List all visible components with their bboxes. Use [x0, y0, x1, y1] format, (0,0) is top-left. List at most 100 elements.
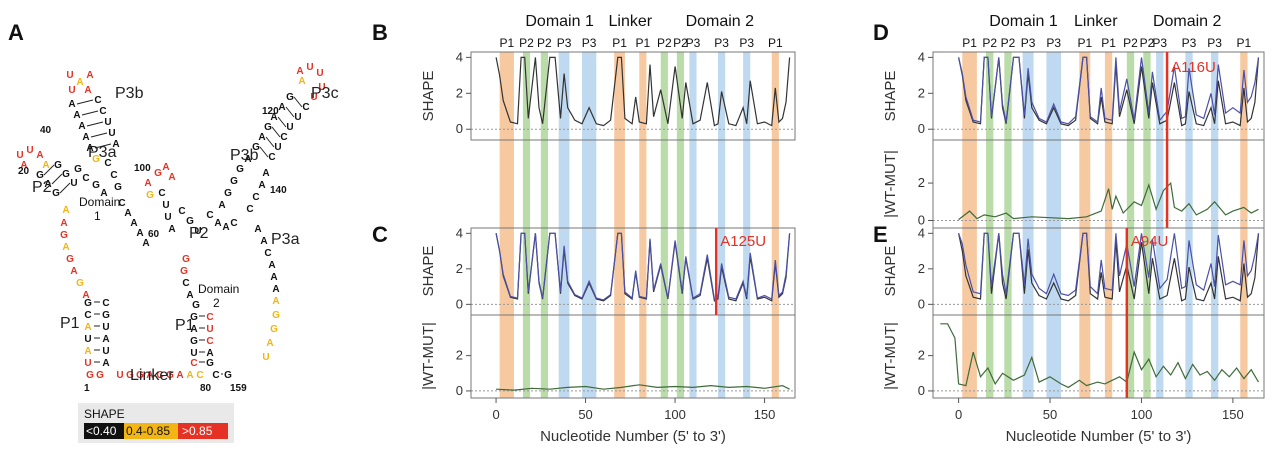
panel-b-frame [470, 51, 796, 141]
nucleotide: C [264, 248, 271, 259]
nucleotide: A [84, 346, 91, 357]
nucleotide: G [270, 324, 278, 335]
nucleotide: A [296, 66, 303, 77]
panel-b-y-tick-label: 2 [456, 85, 463, 100]
nucleotide: A [70, 266, 77, 277]
segment-band-p2 [1004, 52, 1012, 398]
nucleotide: A [190, 324, 197, 335]
region-headers: Domain 1 Linker Domain 2P1 P2 P2 P3 P3 P1 P1 P2 P2… [962, 13, 1251, 50]
nucleotide: G [230, 176, 238, 187]
nucleotide: U [164, 212, 171, 223]
segment-label-p1: P1 [768, 36, 783, 50]
panel-e-bottom-y-tick-label: 0 [918, 383, 925, 398]
label-domain2-line1: Domain [198, 282, 239, 296]
nucleotide: G [92, 154, 100, 165]
nucleotide: A [218, 200, 225, 211]
nucleotide: A [42, 160, 49, 171]
segment-band-p2 [676, 52, 685, 398]
panel-b-y-tick-label: 0 [456, 121, 463, 136]
segment-band-p1 [1079, 52, 1091, 398]
nucleotide: U [310, 92, 317, 103]
segment-label-p3: P3 [582, 36, 597, 50]
panel-e-bottom-y-tick-label: 2 [918, 348, 925, 363]
nucleotide: U [316, 68, 323, 79]
panel-c-bottom-y-tick-label: 2 [456, 348, 463, 363]
base-pair [285, 106, 295, 118]
panel-d-bottom-series-diff [958, 181, 1259, 221]
panel-c-x-axis-label: Nucleotide Number (5' to 3') [540, 428, 726, 445]
nucleotide: U [190, 348, 197, 359]
nucleotide: C [246, 204, 253, 215]
nucleotide: C [102, 298, 109, 309]
nucleotide: A [298, 76, 305, 87]
nucleotide: G [224, 370, 232, 381]
panel-c-top-y-tick-label: 4 [456, 225, 463, 240]
base-pair [76, 99, 94, 105]
panel-letter-c: C [372, 222, 388, 247]
base-pair [51, 173, 63, 185]
nucleotide: U [68, 85, 75, 96]
legend-label-mid: 0.4-0.85 [126, 424, 170, 438]
panel-c-x-tick-label: 150 [754, 407, 776, 422]
panel-d-top-y-tick-label: 0 [918, 121, 925, 136]
region-headers: Domain 1 Linker Domain 2P1 P2 P2 P3 P3 P1 P1 P2 P2… [499, 13, 783, 50]
nucleotide: G [84, 298, 92, 309]
plot-area [471, 56, 795, 392]
shape-legend: SHAPE <0.40 0.4-0.85 >0.85 [78, 403, 234, 443]
number-40: 40 [40, 125, 52, 136]
label-p3b-left: P3b [115, 85, 144, 102]
panel-b-y-label: SHAPE [420, 71, 437, 122]
nucleotide: G [154, 168, 162, 179]
number-120: 120 [262, 106, 279, 117]
segment-label-p2: P2 [1140, 36, 1155, 50]
region-label-domain-1: Domain 1 [989, 13, 1058, 30]
label-domain1-line1: Domain [79, 195, 120, 209]
panel-e-top-lines [933, 232, 1264, 305]
nucleotide: G [166, 370, 174, 381]
nucleotide: G [54, 160, 62, 171]
nucleotide: A [102, 334, 109, 345]
nucleotide: U [162, 200, 169, 211]
nucleotide: A [82, 290, 89, 301]
segment-band-p1 [499, 52, 514, 398]
nucleotide: A [84, 85, 91, 96]
base-pair [86, 121, 104, 127]
nucleotide: A [262, 168, 269, 179]
nucleotide: C [206, 210, 213, 221]
segment-band-p1 [614, 52, 625, 398]
nucleotide: G [272, 310, 280, 321]
label-domain2-line2: 2 [213, 296, 220, 310]
number-140: 140 [270, 185, 287, 196]
nucleotide: A [268, 260, 275, 271]
segment-label-p1: P1 [1077, 36, 1092, 50]
segment-label-p3: P3 [739, 36, 754, 50]
nucleotide: A [176, 370, 183, 381]
nucleotide: A [68, 99, 75, 110]
nucleotide: A [112, 139, 119, 150]
segment-label-p2: P2 [519, 36, 534, 50]
number-20: 20 [18, 166, 30, 177]
plot-area [933, 56, 1264, 392]
panel-e-top-series-wt [958, 232, 1260, 302]
number-100: 100 [134, 163, 151, 174]
base-pair-lines [43, 96, 303, 375]
nucleotide: G [36, 170, 44, 181]
nucleotide: G [224, 188, 232, 199]
nucleotide: A [142, 238, 149, 249]
nucleotide: A [124, 208, 131, 219]
segment-label-p1: P1 [1101, 36, 1116, 50]
segment-label-p1: P1 [962, 36, 977, 50]
axes: 0 2 4 SHAPE 0 2 |WT-MUT| 0 2 4 SHAPE 0 2 |WT-MUT| A116… [882, 49, 1265, 445]
nucleotide: G [102, 310, 110, 321]
nucleotide: U [66, 70, 73, 81]
nucleotide: U [102, 346, 109, 357]
panel-e-top-y-label: SHAPE [882, 246, 899, 297]
panel-e-top-series-mut [958, 232, 1260, 297]
nucleotide: A [258, 132, 265, 143]
panel-e-mutation-label: A94U [1131, 233, 1169, 250]
region-label-domain-1: Domain 1 [525, 13, 594, 30]
nucleotide: U [16, 150, 23, 161]
nucleotide: A [278, 102, 285, 113]
segment-label-p1: P1 [612, 36, 627, 50]
nucleotide: U [318, 82, 325, 93]
